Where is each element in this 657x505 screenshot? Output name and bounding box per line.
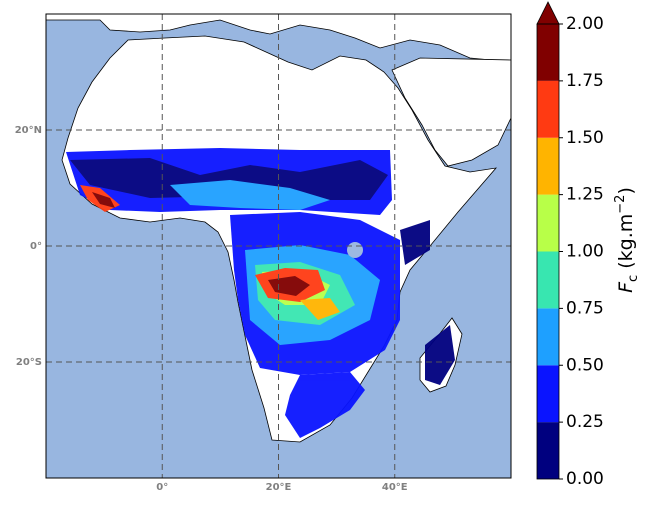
colorbar-segment [537, 24, 559, 81]
colorbar-tick-label: 1.25 [566, 185, 604, 205]
colorbar-label: Fc (kg.m−2) [613, 187, 641, 293]
colorbar-segment [537, 251, 559, 309]
colorbar: 0.00 0.25 0.50 0.75 1.00 1.25 1.50 1.75 2.00 [536, 1, 604, 489]
colorbar-tick-label: 0.25 [566, 412, 604, 432]
label-unit: (kg.m [615, 214, 637, 275]
colorbar-tick-label: 1.50 [566, 128, 604, 148]
lat-label: 0° [30, 241, 42, 252]
colorbar-tick-label: 2.00 [566, 14, 604, 34]
colorbar-tick-label: 1.00 [566, 242, 604, 262]
colorbar-tick-label: 0.50 [566, 355, 604, 375]
lon-label: 0° [156, 482, 168, 493]
label-sub: c [626, 275, 641, 282]
colorbar-segment [537, 422, 559, 479]
gridlines [46, 14, 511, 478]
label-symbol: F [615, 281, 637, 293]
arabia [391, 57, 511, 167]
lon-label: 20°E [266, 482, 292, 493]
label-close: ) [615, 187, 637, 194]
colorbar-segment [537, 137, 559, 195]
label-sup: −2 [613, 195, 628, 214]
lon-label: 40°E [382, 482, 408, 493]
colorbar-tick-label: 0.00 [566, 469, 604, 489]
colorbar-tick-label: 0.75 [566, 298, 604, 318]
lat-label: 20°S [16, 357, 42, 368]
colorbar-segment [537, 365, 559, 423]
colorbar-segment [537, 80, 559, 138]
lat-label: 20°N [15, 125, 42, 136]
map-frame [45, 13, 512, 479]
grid-labels: 20°N 0° 20°S 0° 20°E 40°E [15, 125, 408, 493]
map [46, 14, 511, 478]
colorbar-extend [536, 1, 560, 25]
colorbar-segment [537, 194, 559, 252]
colorbar-tick-label: 1.75 [566, 71, 604, 91]
colorbar-segment [537, 308, 559, 366]
